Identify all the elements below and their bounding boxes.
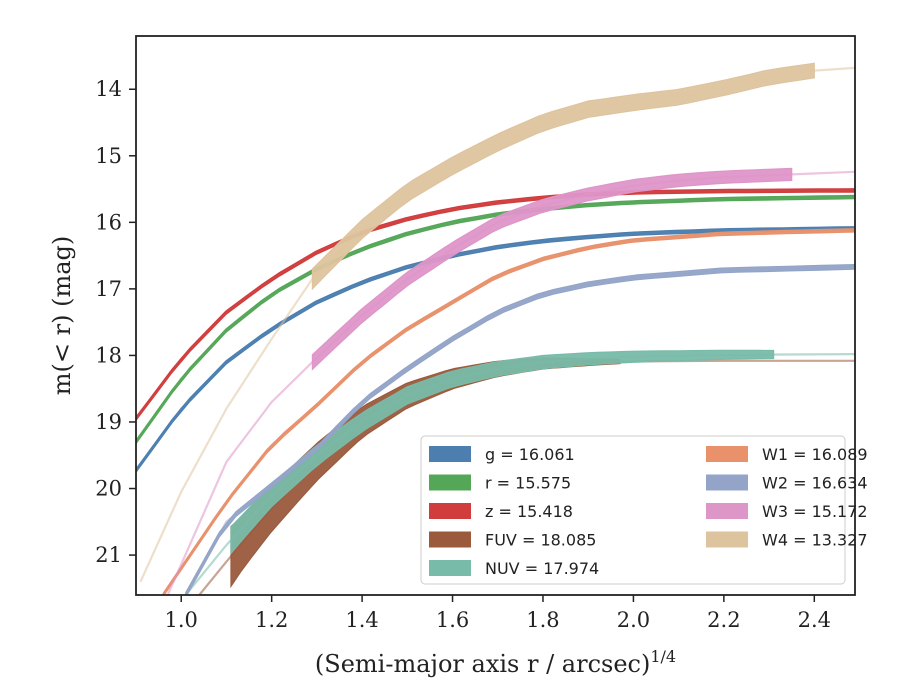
y-axis-title: m(< r) (mag): [48, 236, 76, 395]
legend: g = 16.061 r = 15.575 z = 15.418 FUV = 18.0…: [420, 435, 868, 585]
legend-label-r: r = 15.575: [485, 474, 571, 493]
legend-swatch-z: [429, 503, 471, 519]
y-tick-label: 21: [95, 543, 122, 567]
legend-swatch-nuv: [429, 560, 471, 576]
y-tick-label: 17: [95, 277, 122, 301]
x-tick-label: 1.4: [345, 608, 378, 632]
legend-label-fuv: FUV = 18.085: [485, 531, 596, 550]
x-tick-label: 2.4: [798, 608, 831, 632]
x-tick-label: 1.0: [165, 608, 198, 632]
legend-swatch-w4: [706, 531, 748, 548]
legend-label-w3: W3 = 15.172: [762, 502, 868, 521]
band-w1: [162, 228, 855, 595]
x-axis-title: (Semi-major axis r / arcsec)1/4: [315, 647, 676, 678]
plot-frame: [135, 35, 856, 596]
legend-swatch-w1: [706, 446, 748, 462]
band-g: [136, 226, 855, 474]
x-axis-title-exponent: 1/4: [650, 647, 676, 666]
legend-swatch-fuv: [429, 531, 471, 548]
y-tick-label: 15: [95, 144, 122, 168]
y-tick-label: 20: [95, 477, 122, 501]
legend-label-g: g = 16.061: [485, 445, 575, 464]
legend-label-w2: W2 = 16.634: [762, 474, 868, 493]
legend-swatch-w3: [706, 503, 748, 519]
x-axis: 1.0 1.2 1.4 1.6 1.8 2.0 2.2 2.4: [165, 595, 831, 632]
legend-label-z: z = 15.418: [485, 502, 573, 521]
x-tick-label: 1.2: [255, 608, 288, 632]
legend-swatch-r: [429, 474, 471, 491]
legend-label-nuv: NUV = 17.974: [485, 559, 599, 578]
y-tick-label: 16: [95, 210, 122, 234]
legend-label-w4: W4 = 13.327: [762, 531, 868, 550]
y-tick-label: 19: [95, 410, 122, 434]
y-axis: 14 15 16 17 18 19 20 21: [95, 77, 136, 567]
x-axis-title-text: (Semi-major axis r / arcsec): [315, 650, 650, 678]
band-w3: [311, 167, 793, 371]
band-nuv: [230, 349, 775, 556]
x-tick-label: 2.0: [617, 608, 650, 632]
band-w4: [311, 62, 815, 291]
x-tick-label: 2.2: [707, 608, 740, 632]
curve-layer: [136, 62, 855, 595]
legend-swatch-g: [429, 446, 471, 462]
band-r: [136, 194, 855, 445]
x-tick-label: 1.6: [436, 608, 469, 632]
y-tick-label: 14: [95, 77, 122, 101]
y-tick-label: 18: [95, 343, 122, 367]
band-w2: [185, 263, 855, 595]
legend-label-w1: W1 = 16.089: [762, 445, 868, 464]
x-tick-label: 1.8: [526, 608, 559, 632]
legend-swatch-w2: [706, 474, 748, 491]
